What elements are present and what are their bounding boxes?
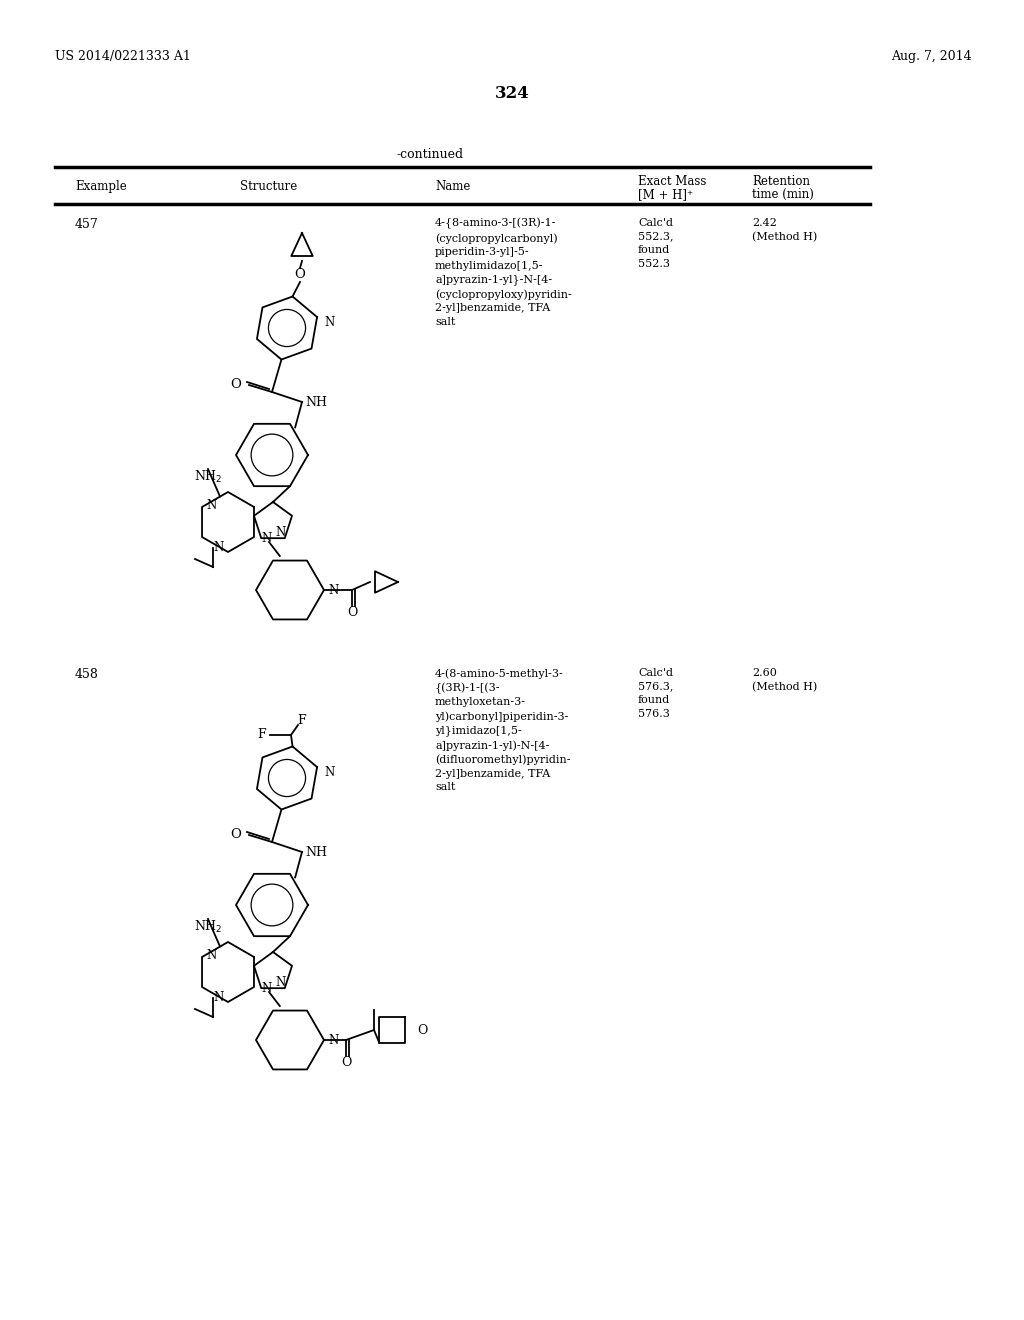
Text: 4-(8-amino-5-methyl-3-
{(3R)-1-[(3-
methyloxetan-3-
yl)carbonyl]piperidin-3-
yl}: 4-(8-amino-5-methyl-3- {(3R)-1-[(3- meth… xyxy=(435,668,570,792)
Text: Aug. 7, 2014: Aug. 7, 2014 xyxy=(891,50,972,63)
Text: N: N xyxy=(328,583,338,597)
Text: F: F xyxy=(258,729,266,742)
Text: Example: Example xyxy=(75,180,127,193)
Text: Retention: Retention xyxy=(752,176,810,187)
Text: 324: 324 xyxy=(495,84,529,102)
Text: NH: NH xyxy=(305,396,327,408)
Text: Exact Mass: Exact Mass xyxy=(638,176,707,187)
Text: N: N xyxy=(214,541,224,554)
Text: -continued: -continued xyxy=(396,148,464,161)
Text: NH: NH xyxy=(305,846,327,858)
Text: N: N xyxy=(275,975,286,989)
Text: N: N xyxy=(207,949,217,962)
Text: O: O xyxy=(417,1023,427,1036)
Text: US 2014/0221333 A1: US 2014/0221333 A1 xyxy=(55,50,190,63)
Text: N: N xyxy=(207,499,217,512)
Text: N: N xyxy=(275,525,286,539)
Text: 2.42
(Method H): 2.42 (Method H) xyxy=(752,218,817,242)
Text: N: N xyxy=(324,767,334,780)
Text: 457: 457 xyxy=(75,218,98,231)
Text: N: N xyxy=(324,317,334,330)
Text: 458: 458 xyxy=(75,668,99,681)
Text: [M + H]⁺: [M + H]⁺ xyxy=(638,187,693,201)
Text: O: O xyxy=(230,829,241,842)
Text: Structure: Structure xyxy=(240,180,297,193)
Text: NH$_2$: NH$_2$ xyxy=(194,919,222,935)
Text: O: O xyxy=(295,268,305,281)
Text: Calc'd
552.3,
found
552.3: Calc'd 552.3, found 552.3 xyxy=(638,218,674,269)
Text: 2.60
(Method H): 2.60 (Method H) xyxy=(752,668,817,692)
Text: Calc'd
576.3,
found
576.3: Calc'd 576.3, found 576.3 xyxy=(638,668,674,719)
Text: NH$_2$: NH$_2$ xyxy=(194,469,222,484)
Text: time (min): time (min) xyxy=(752,187,814,201)
Text: O: O xyxy=(341,1056,351,1068)
Text: O: O xyxy=(230,379,241,392)
Text: F: F xyxy=(298,714,306,726)
Text: N: N xyxy=(328,1034,338,1047)
Text: O: O xyxy=(347,606,357,619)
Text: 4-{8-amino-3-[(3R)-1-
(cyclopropylcarbonyl)
piperidin-3-yl]-5-
methylimidazo[1,5: 4-{8-amino-3-[(3R)-1- (cyclopropylcarbon… xyxy=(435,218,571,327)
Text: N: N xyxy=(262,532,272,544)
Text: Name: Name xyxy=(435,180,470,193)
Text: N: N xyxy=(214,991,224,1005)
Text: N: N xyxy=(262,982,272,994)
